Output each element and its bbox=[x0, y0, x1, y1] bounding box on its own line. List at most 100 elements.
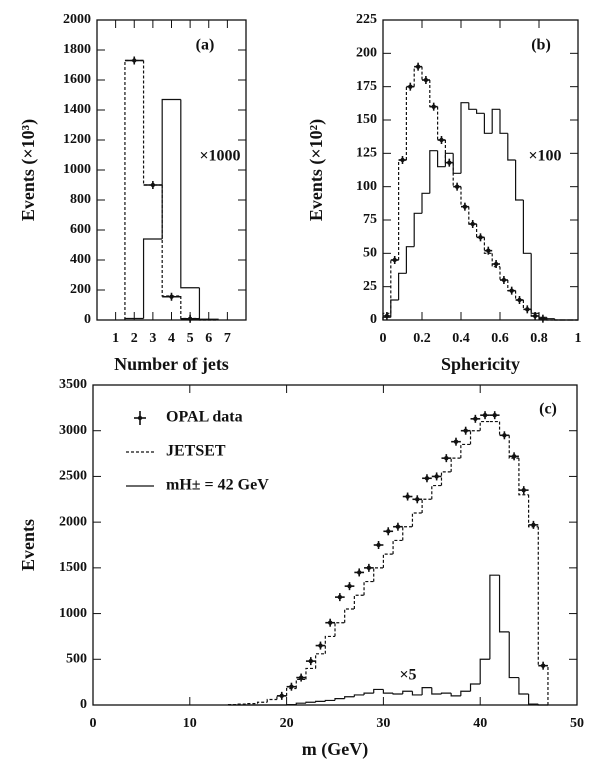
histogram-series bbox=[382, 102, 578, 321]
histogram-bin bbox=[161, 185, 181, 297]
data-point bbox=[325, 618, 335, 627]
data-point bbox=[305, 657, 316, 666]
histogram-bin bbox=[537, 526, 549, 705]
point-dot bbox=[509, 288, 514, 293]
point-dot bbox=[415, 497, 420, 502]
data-point bbox=[451, 437, 461, 446]
data-point bbox=[476, 233, 485, 242]
histogram-bin bbox=[324, 635, 335, 654]
histogram-bin bbox=[402, 526, 413, 541]
point-dot bbox=[392, 257, 397, 263]
histogram-bin bbox=[382, 553, 394, 568]
histogram-bin bbox=[469, 430, 481, 445]
y-tick-label: 1400 bbox=[63, 102, 91, 117]
point-dot bbox=[279, 693, 284, 699]
histogram-bin bbox=[450, 457, 461, 472]
y-tick-label: 200 bbox=[356, 46, 377, 61]
point-dot bbox=[478, 235, 483, 240]
histogram-bin bbox=[437, 150, 446, 168]
y-tick-label: 500 bbox=[66, 652, 87, 667]
histogram-bin bbox=[373, 688, 384, 694]
x-tick-label: 1 bbox=[575, 331, 582, 346]
y-tick-label: 100 bbox=[356, 179, 377, 194]
y-tick-label: 800 bbox=[70, 192, 91, 207]
histogram-bin bbox=[411, 691, 423, 696]
histogram-bin bbox=[483, 237, 493, 254]
histogram-bin bbox=[469, 683, 481, 692]
point-dot bbox=[405, 494, 410, 499]
histogram-bin bbox=[491, 108, 500, 134]
point-dot bbox=[376, 542, 381, 548]
histogram-bin bbox=[161, 98, 181, 239]
legend-label: OPAL data bbox=[166, 409, 243, 426]
data-point bbox=[296, 673, 306, 682]
data-point bbox=[489, 411, 500, 420]
x-tick-label: 4 bbox=[168, 331, 175, 346]
histogram-bin bbox=[411, 512, 423, 527]
point-dot bbox=[439, 137, 444, 143]
data-point bbox=[364, 563, 374, 572]
y-tick-label: 3000 bbox=[59, 423, 87, 438]
x-axis-label: Sphericity bbox=[441, 354, 520, 374]
histogram-bin bbox=[334, 622, 345, 637]
data-point bbox=[429, 102, 438, 111]
y-tick-label: 3500 bbox=[59, 377, 87, 392]
data-point bbox=[499, 431, 510, 440]
legend-label: mH± = 42 GeV bbox=[166, 477, 269, 494]
data-point bbox=[500, 276, 508, 284]
data-point bbox=[528, 520, 539, 529]
histogram-bin bbox=[440, 692, 452, 695]
histogram-bin bbox=[295, 678, 306, 689]
data-point bbox=[509, 452, 519, 461]
annotation: ×1000 bbox=[199, 148, 240, 165]
histogram-bin bbox=[142, 238, 163, 319]
histogram-bin bbox=[402, 690, 413, 695]
x-tick-label: 6 bbox=[205, 331, 212, 346]
data-point bbox=[335, 593, 345, 602]
data-point bbox=[531, 312, 539, 320]
point-dot bbox=[132, 58, 137, 63]
plot-frame bbox=[382, 19, 579, 321]
point-dot bbox=[473, 416, 478, 422]
histogram-bin bbox=[554, 318, 563, 321]
y-tick-label: 1000 bbox=[59, 606, 87, 621]
data-point bbox=[286, 682, 297, 691]
histogram-bin bbox=[324, 699, 335, 702]
histogram-bin bbox=[392, 693, 403, 695]
plot-frame bbox=[92, 384, 578, 706]
point-dot bbox=[384, 313, 390, 319]
histogram-bin bbox=[530, 253, 539, 314]
point-dot bbox=[492, 412, 497, 418]
data-point bbox=[402, 492, 413, 501]
data-point bbox=[422, 474, 432, 483]
point-dot bbox=[169, 294, 174, 299]
histogram-bin bbox=[528, 494, 539, 528]
histogram-bin bbox=[295, 702, 306, 705]
histogram-bin bbox=[344, 696, 355, 699]
histogram-bin bbox=[429, 150, 438, 194]
y-tick-label: 1000 bbox=[63, 162, 91, 177]
data-point bbox=[383, 527, 394, 536]
histogram-bin bbox=[353, 694, 365, 697]
histogram-bin bbox=[334, 698, 345, 701]
histogram-bin bbox=[431, 687, 442, 695]
histogram-series bbox=[227, 420, 549, 706]
x-tick-label: 5 bbox=[187, 331, 194, 346]
histogram-bin bbox=[515, 160, 524, 201]
point-dot bbox=[327, 620, 333, 625]
plot-frame bbox=[96, 19, 247, 321]
data-point bbox=[162, 292, 181, 301]
y-tick-label: 225 bbox=[356, 12, 377, 27]
point-dot bbox=[486, 248, 491, 253]
x-tick-label: 1 bbox=[112, 331, 119, 346]
data-point bbox=[354, 568, 365, 577]
histogram-bin bbox=[431, 484, 442, 500]
annotation: (a) bbox=[196, 37, 215, 54]
point-dot bbox=[395, 524, 401, 529]
data-point bbox=[507, 286, 516, 295]
data-point bbox=[414, 62, 422, 71]
y-axis-label: Events (×10²) bbox=[306, 119, 327, 221]
histogram-bin bbox=[468, 102, 477, 110]
point-dot bbox=[501, 277, 507, 283]
